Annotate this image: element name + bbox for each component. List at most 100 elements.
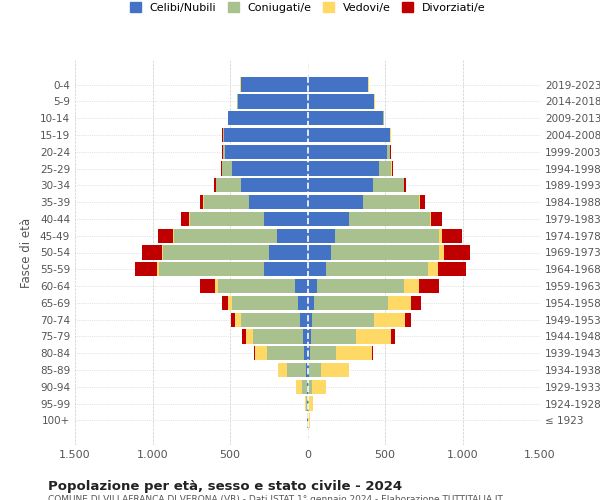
Bar [308,228,335,243]
Bar [326,262,428,276]
Bar [405,312,412,327]
Bar [254,346,255,360]
Bar [181,212,189,226]
Bar [287,363,306,377]
Bar [430,212,431,226]
Bar [439,246,444,260]
Bar [142,246,162,260]
Text: Popolazione per età, sesso e stato civile - 2024: Popolazione per età, sesso e stato civil… [48,480,402,493]
Bar [392,162,393,175]
Bar [388,296,412,310]
Bar [200,279,215,293]
Bar [214,178,216,192]
Bar [308,94,374,108]
Bar [303,330,308,344]
Bar [428,262,438,276]
Bar [222,296,229,310]
Bar [200,195,203,210]
Bar [278,363,287,377]
Bar [277,228,308,243]
Bar [335,228,439,243]
Bar [162,246,163,260]
Bar [307,380,308,394]
Bar [267,346,304,360]
Bar [419,279,439,293]
Bar [159,262,264,276]
Bar [308,346,310,360]
Bar [308,262,326,276]
Bar [309,396,313,410]
Bar [229,296,232,310]
Bar [264,262,308,276]
Bar [321,363,349,377]
Bar [444,246,470,260]
Bar [404,178,406,192]
Bar [310,346,336,360]
Bar [241,178,308,192]
Y-axis label: Fasce di età: Fasce di età [20,218,33,288]
Bar [295,279,308,293]
Bar [221,162,222,175]
Bar [404,279,419,293]
Bar [386,144,389,159]
Bar [173,228,174,243]
Bar [308,111,383,126]
Bar [364,195,419,210]
Bar [218,279,295,293]
Bar [245,330,253,344]
Bar [438,262,466,276]
Bar [232,296,298,310]
Bar [203,195,248,210]
Bar [308,246,331,260]
Bar [308,413,310,428]
Bar [157,262,158,276]
Bar [309,363,321,377]
Bar [229,111,308,126]
Bar [349,212,430,226]
Bar [308,312,312,327]
Bar [308,78,368,92]
Bar [308,363,309,377]
Bar [248,195,308,210]
Bar [136,262,157,276]
Bar [312,312,374,327]
Bar [308,128,389,142]
Bar [317,279,404,293]
Bar [224,128,308,142]
Bar [311,330,356,344]
Bar [372,346,373,360]
Bar [296,380,302,394]
Bar [419,195,420,210]
Bar [235,312,241,327]
Bar [308,279,317,293]
Bar [232,162,308,175]
Bar [255,346,267,360]
Bar [420,195,425,210]
Bar [241,312,300,327]
Bar [308,380,312,394]
Bar [163,246,269,260]
Bar [308,178,373,192]
Bar [373,178,404,192]
Bar [264,212,308,226]
Bar [314,296,388,310]
Bar [374,312,405,327]
Bar [223,144,226,159]
Bar [226,144,308,159]
Bar [308,195,364,210]
Bar [302,380,307,394]
Bar [215,279,218,293]
Bar [308,144,386,159]
Bar [312,380,326,394]
Bar [306,363,308,377]
Bar [238,94,308,108]
Bar [442,228,462,243]
Bar [308,162,379,175]
Bar [216,178,241,192]
Bar [223,128,224,142]
Legend: Celibi/Nubili, Coniugati/e, Vedovi/e, Divorziati/e: Celibi/Nubili, Coniugati/e, Vedovi/e, Di… [124,0,491,18]
Bar [231,312,235,327]
Bar [242,330,245,344]
Bar [298,296,308,310]
Bar [269,246,308,260]
